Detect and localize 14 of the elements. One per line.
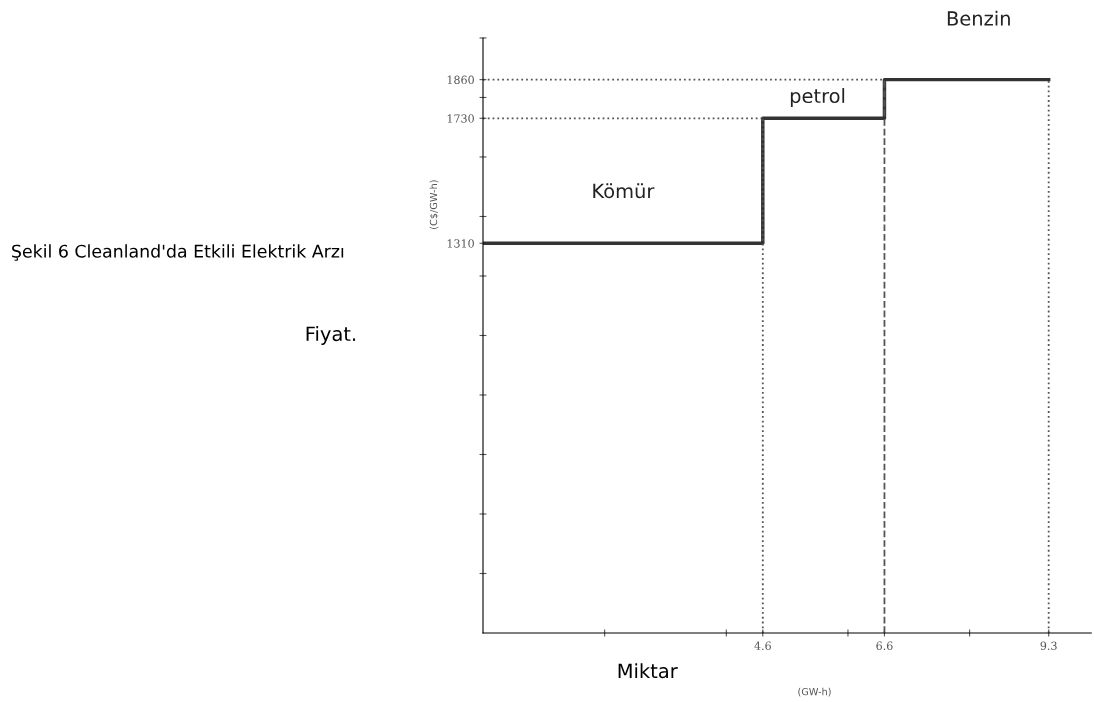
x-axis-title: Miktar xyxy=(618,663,678,679)
x-tick-label: 6.6 xyxy=(876,641,893,650)
y-tick-label: 1310 xyxy=(447,239,474,248)
text: Şekil 6 Cleanland'da Etkili Elektrik Arzı xyxy=(12,244,344,261)
x-tick-label: 9.3 xyxy=(1040,641,1057,650)
y-tick-label: 1730 xyxy=(447,114,474,123)
y-axis-title: Fiyat. xyxy=(306,326,356,345)
annotation: petrol xyxy=(790,88,845,107)
text: Benzin xyxy=(947,10,1010,26)
annotation: Kömür xyxy=(593,183,655,199)
x-tick-label: 4.6 xyxy=(754,641,771,650)
text: (C$/GW-h) xyxy=(429,180,439,229)
y-tick-label: 1860 xyxy=(447,75,474,85)
text: (GW-h) xyxy=(798,687,831,697)
